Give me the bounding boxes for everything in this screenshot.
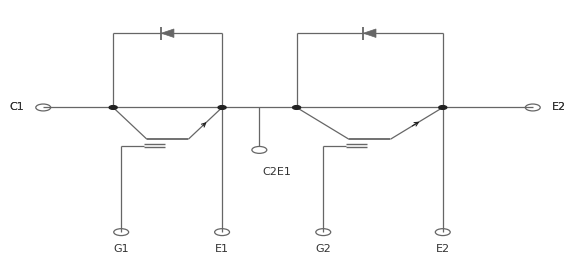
Text: E2: E2 — [552, 102, 566, 113]
Circle shape — [293, 106, 301, 109]
Text: C1: C1 — [10, 102, 24, 113]
Polygon shape — [161, 29, 174, 38]
Text: C1: C1 — [10, 102, 24, 113]
Text: C2E1: C2E1 — [262, 168, 291, 177]
Polygon shape — [363, 29, 376, 38]
Circle shape — [439, 106, 447, 109]
Text: G1: G1 — [113, 244, 129, 254]
Text: E2: E2 — [552, 102, 566, 113]
Text: G2: G2 — [316, 244, 331, 254]
Circle shape — [109, 106, 117, 109]
Circle shape — [218, 106, 226, 109]
Text: E2: E2 — [435, 244, 450, 254]
Text: E1: E1 — [215, 244, 229, 254]
